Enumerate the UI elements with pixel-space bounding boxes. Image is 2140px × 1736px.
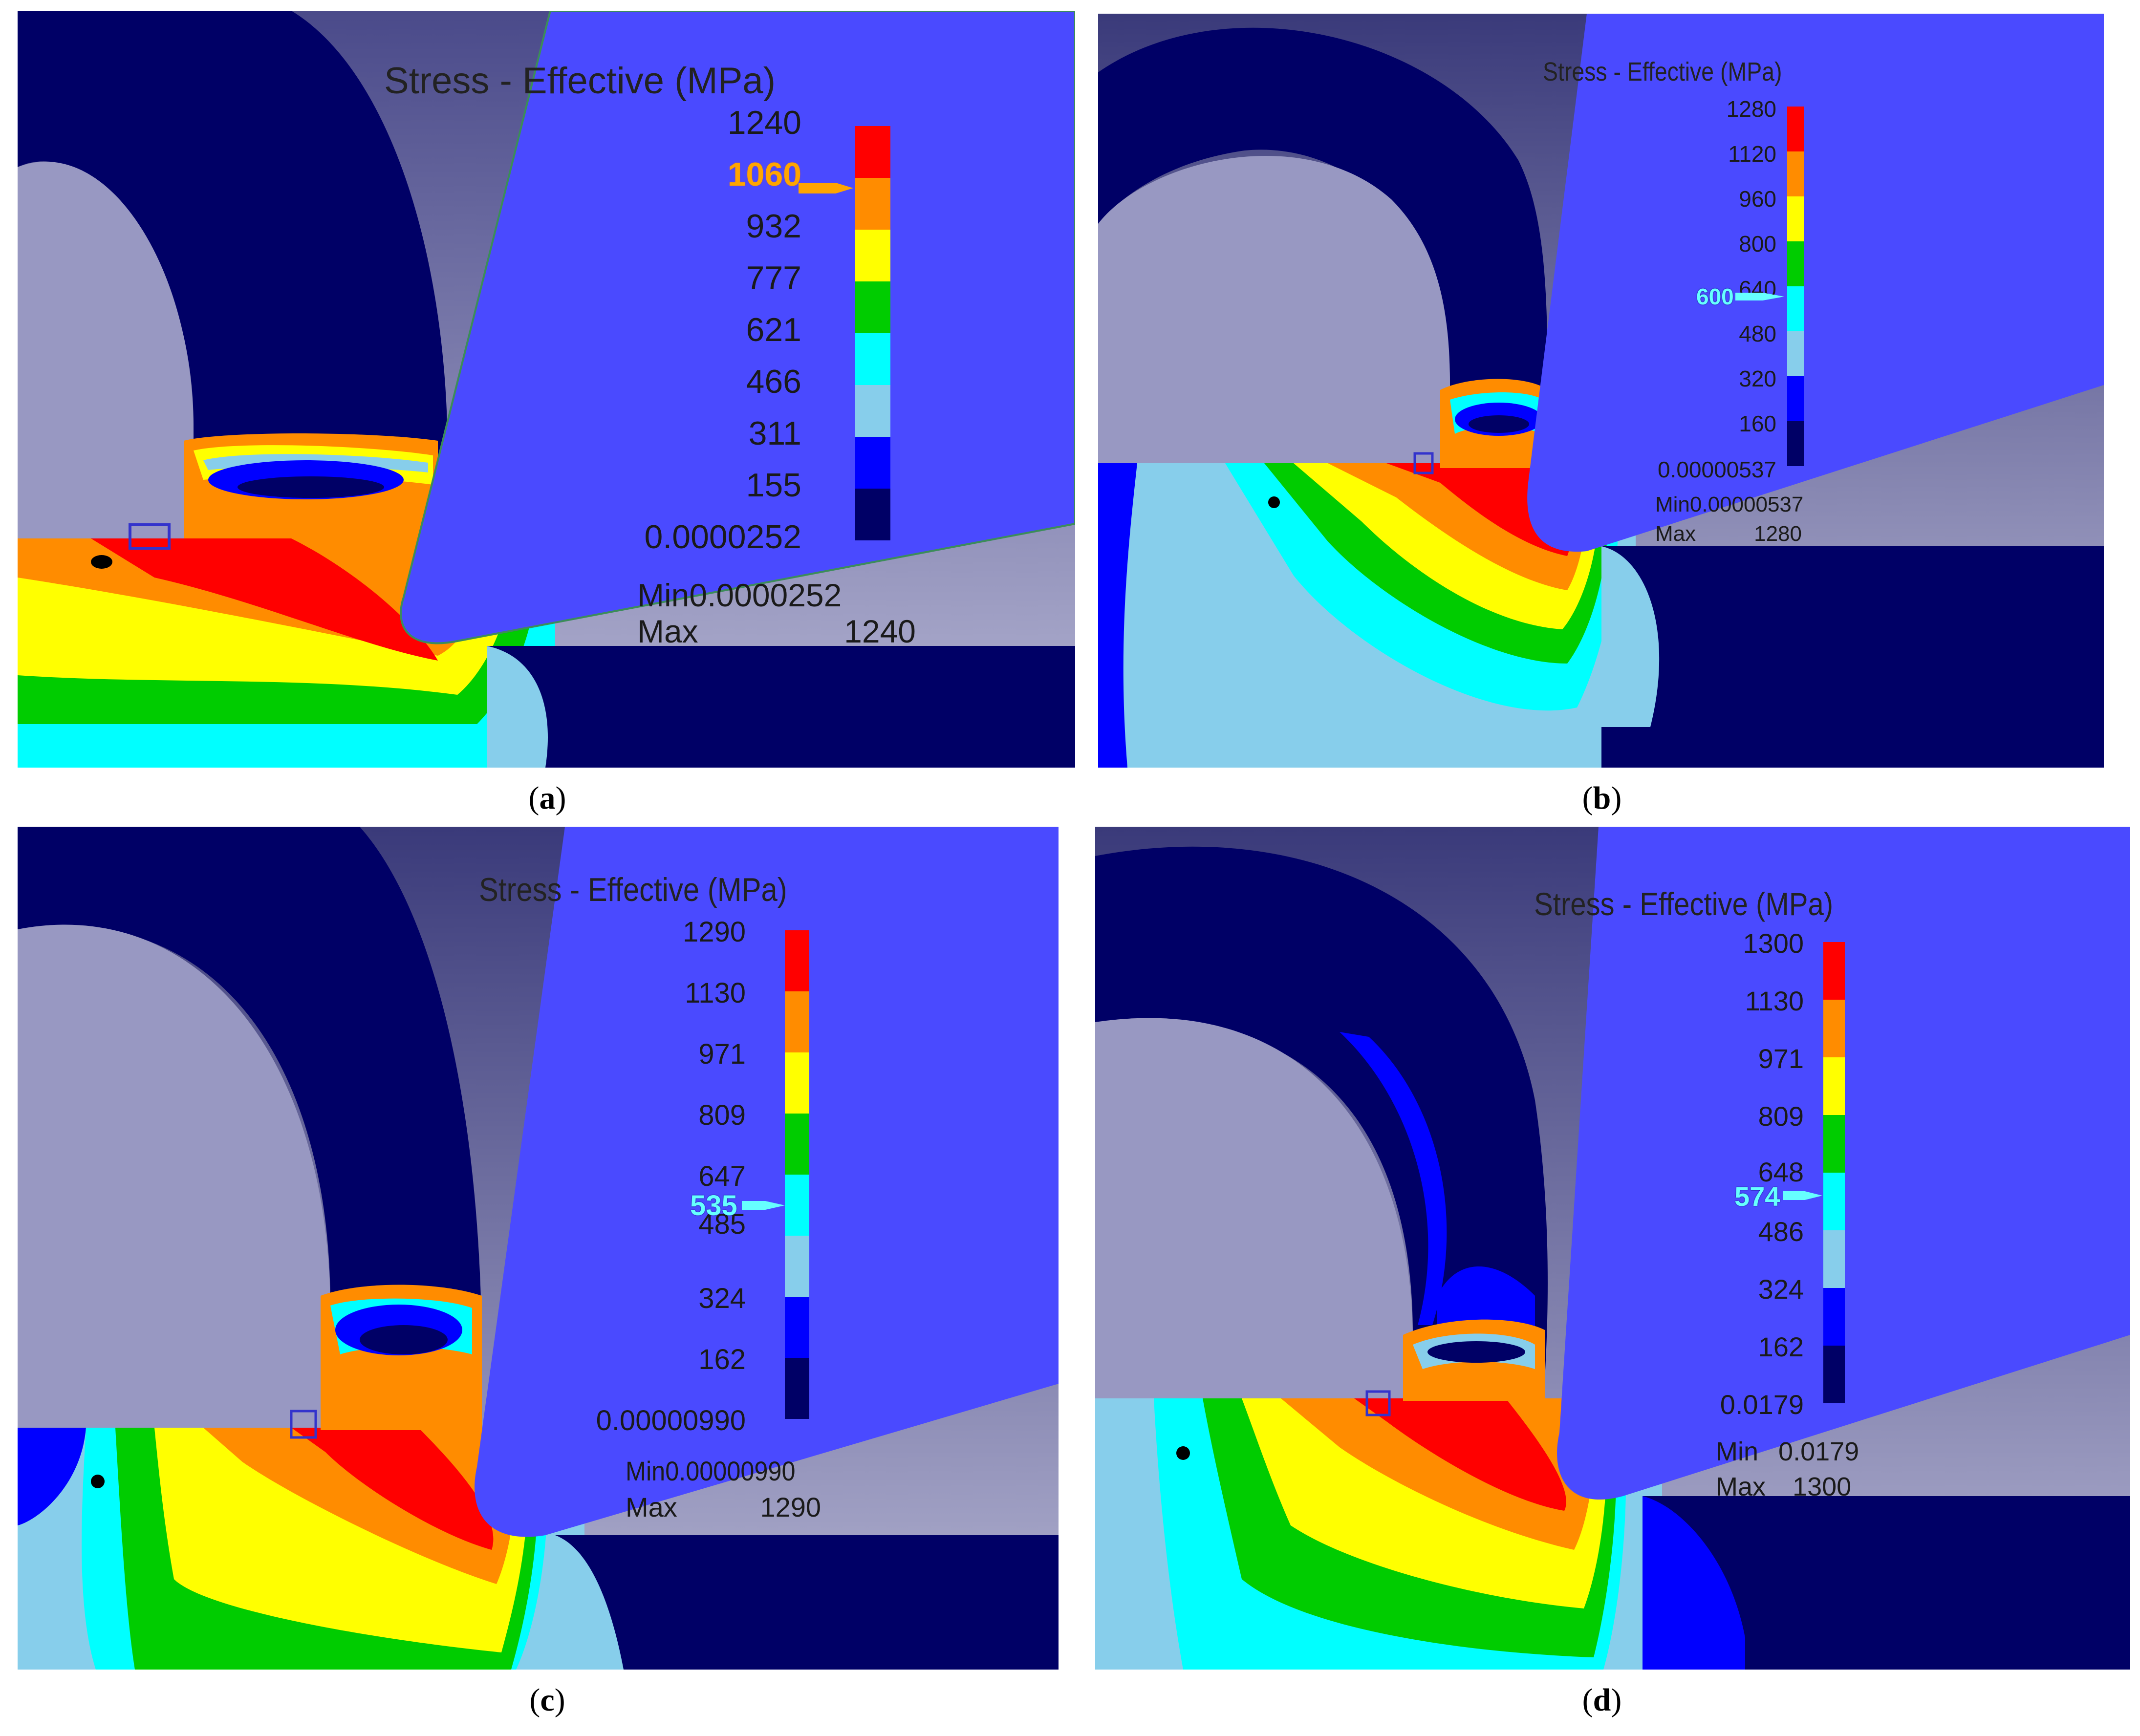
legend-min-value-b: 0.00000537 xyxy=(1689,493,1804,516)
legend-tick-a-5: 466 xyxy=(746,363,801,400)
legend-max-value-a: 1240 xyxy=(844,613,916,649)
legend-tick-d-8: 0.0179 xyxy=(1720,1389,1804,1420)
legend-min-label-c: Min xyxy=(626,1456,666,1486)
stress-contour-plot-d xyxy=(1095,827,2130,1670)
legend-tick-a-7: 155 xyxy=(746,467,801,504)
caption-letter-b: b xyxy=(1593,780,1611,816)
legend-max-label-c: Max xyxy=(626,1492,677,1522)
color-scale-bar-a xyxy=(855,126,890,540)
legend-tick-a-1: 1060 xyxy=(727,156,801,193)
value-marker-label-d: 574 xyxy=(1734,1181,1780,1212)
legend-tick-b-2: 960 xyxy=(1739,186,1776,212)
legend-tick-a-8: 0.0000252 xyxy=(644,518,801,556)
legend-tick-b-3: 800 xyxy=(1739,231,1776,257)
stress-contour-plot-b xyxy=(1098,14,2104,768)
legend-tick-b-1: 1120 xyxy=(1728,141,1776,167)
legend-tick-a-2: 932 xyxy=(746,208,801,245)
color-scale-bar-b xyxy=(1787,107,1804,466)
color-scale-bar-d xyxy=(1823,942,1845,1403)
value-marker-arrow-d xyxy=(1783,1191,1822,1200)
legend-tick-a-6: 311 xyxy=(748,415,801,452)
caption-letter-a: a xyxy=(539,780,556,816)
caption-a: (a) xyxy=(528,780,566,816)
legend-title-d: Stress - Effective (MPa) xyxy=(1534,886,1834,922)
legend-tick-d-5: 486 xyxy=(1758,1216,1804,1247)
legend-tick-b-0: 1280 xyxy=(1726,96,1776,122)
legend-min-c: Min0.00000990 xyxy=(626,1455,795,1487)
legend-min-d: Min 0.0179 xyxy=(1716,1436,1902,1467)
legend-tick-b-7: 160 xyxy=(1739,411,1776,436)
legend-tick-d-7: 162 xyxy=(1758,1331,1804,1362)
legend-max-d: Max 1300 xyxy=(1716,1472,1902,1502)
legend-max-c: Max 1290 xyxy=(626,1491,821,1523)
legend-tick-c-2: 971 xyxy=(698,1038,746,1070)
value-marker-arrow-b xyxy=(1735,293,1784,300)
legend-min-a: Min0.0000252 xyxy=(637,577,842,614)
value-marker-label-b: 600 xyxy=(1696,284,1734,309)
legend-tick-c-8: 0.00000990 xyxy=(596,1405,746,1436)
value-marker-arrow-c xyxy=(742,1201,785,1210)
panel-d: Stress - Effective (MPa) 1300 1130 971 8… xyxy=(1095,827,2130,1670)
panel-a: Stress - Effective (MPa) 1240 1060 932 7… xyxy=(18,11,1075,768)
legend-tick-c-1: 1130 xyxy=(685,977,746,1009)
legend-tick-c-6: 324 xyxy=(698,1283,746,1314)
color-scale-bar-c xyxy=(785,930,809,1419)
legend-title-a: Stress - Effective (MPa) xyxy=(384,60,776,102)
legend-tick-a-3: 777 xyxy=(746,259,801,297)
legend-max-a: Max 1240 xyxy=(637,613,916,650)
caption-c: (c) xyxy=(529,1682,565,1718)
legend-min-label-a: Min xyxy=(637,577,690,613)
caption-letter-c: c xyxy=(540,1682,555,1718)
legend-max-label-d: Max xyxy=(1716,1472,1766,1501)
legend-min-value-c: 0.00000990 xyxy=(665,1456,796,1486)
legend-title-c: Stress - Effective (MPa) xyxy=(479,871,787,908)
stress-contour-plot-a xyxy=(18,11,1075,768)
legend-tick-a-0: 1240 xyxy=(727,104,801,141)
legend-min-label-b: Min xyxy=(1655,493,1690,516)
legend-tick-d-1: 1130 xyxy=(1745,986,1804,1016)
legend-tick-b-6: 320 xyxy=(1739,366,1776,391)
legend-max-value-c: 1290 xyxy=(760,1492,821,1522)
legend-tick-a-4: 621 xyxy=(746,311,801,348)
legend-max-value-b: 1280 xyxy=(1754,522,1802,546)
legend-tick-c-0: 1290 xyxy=(682,916,746,948)
legend-tick-d-2: 971 xyxy=(1758,1043,1804,1074)
legend-max-b: Max 1280 xyxy=(1655,522,1802,546)
value-marker-label-c: 535 xyxy=(690,1190,737,1222)
legend-max-label-b: Max xyxy=(1655,522,1696,546)
legend-tick-d-3: 809 xyxy=(1758,1101,1804,1132)
panel-c: Stress - Effective (MPa) 1290 1130 971 8… xyxy=(18,827,1059,1670)
legend-tick-b-5: 480 xyxy=(1739,321,1776,346)
legend-min-label-d: Min xyxy=(1716,1437,1759,1466)
legend-max-label-a: Max xyxy=(637,613,698,649)
caption-d: (d) xyxy=(1582,1682,1622,1718)
legend-min-value-d: 0.0179 xyxy=(1778,1437,1859,1466)
legend-tick-c-7: 162 xyxy=(698,1344,746,1375)
legend-min-value-a: 0.0000252 xyxy=(689,577,842,613)
panel-b: Stress - Effective (MPa) 1280 1120 960 8… xyxy=(1098,14,2104,768)
legend-tick-c-3: 809 xyxy=(698,1099,746,1131)
value-marker-arrow-a xyxy=(799,183,853,193)
legend-min-b: Min0.00000537 xyxy=(1655,493,1803,517)
caption-letter-d: d xyxy=(1593,1682,1611,1718)
legend-tick-c-5: 485 xyxy=(698,1208,746,1240)
legend-tick-d-0: 1300 xyxy=(1743,928,1804,959)
legend-title-b: Stress - Effective (MPa) xyxy=(1543,57,1782,86)
legend-tick-b-8: 0.00000537 xyxy=(1657,457,1776,482)
legend-tick-d-6: 324 xyxy=(1758,1274,1804,1305)
caption-b: (b) xyxy=(1582,780,1622,816)
legend-max-value-d: 1300 xyxy=(1793,1472,1852,1501)
legend-tick-d-4: 648 xyxy=(1758,1157,1804,1187)
legend-tick-c-4: 647 xyxy=(698,1160,746,1192)
stress-contour-plot-c xyxy=(18,827,1059,1670)
